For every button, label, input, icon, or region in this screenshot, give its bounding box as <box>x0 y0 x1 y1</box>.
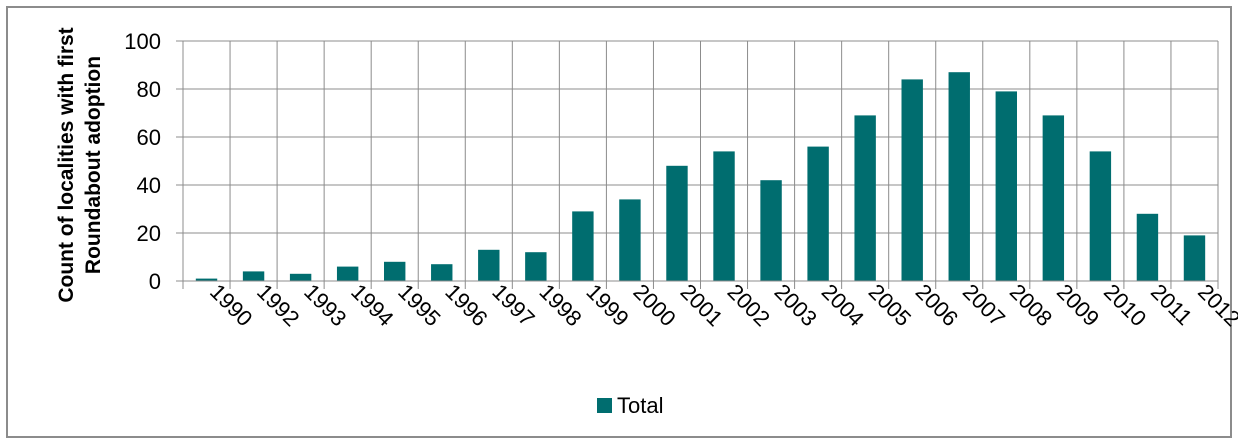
legend-label-total: Total <box>617 393 663 418</box>
bar-2000 <box>619 199 641 281</box>
axes <box>176 40 1218 282</box>
x-tick-label: 2012 <box>1193 279 1238 331</box>
bar-2010 <box>1089 151 1112 281</box>
x-tick-label: 1996 <box>440 279 492 331</box>
x-tick-label: 1997 <box>487 279 539 331</box>
bar-2007 <box>948 72 970 281</box>
bar-1998 <box>525 252 547 281</box>
bar-2006 <box>901 79 923 282</box>
bar-1992 <box>242 271 265 281</box>
x-tick-label: 2009 <box>1052 279 1104 331</box>
y-tick-label: 40 <box>137 173 161 198</box>
bar-1993 <box>289 273 312 281</box>
legend-swatch-total <box>597 398 612 413</box>
y-tick-label: 80 <box>137 77 161 102</box>
bars <box>195 72 1206 282</box>
y-tick-label: 60 <box>137 125 161 150</box>
x-tick-label: 2002 <box>723 279 775 331</box>
y-axis-label-line-1: Count of localities with first <box>55 27 78 302</box>
x-tick-label: 1998 <box>534 279 586 331</box>
bar-2001 <box>666 165 688 281</box>
bar-2012 <box>1183 235 1206 281</box>
y-tick-label: 0 <box>149 269 161 294</box>
x-tick-label: 2007 <box>958 279 1010 331</box>
bar-2011 <box>1136 213 1159 281</box>
bar-1995 <box>384 261 406 281</box>
x-tick-label: 2011 <box>1146 279 1197 330</box>
bar-1996 <box>431 264 453 281</box>
x-tick-label: 1992 <box>252 279 304 331</box>
legend: Total <box>597 393 663 418</box>
chart-frame <box>6 6 1232 438</box>
bar-2002 <box>713 151 735 281</box>
y-tick-label: 100 <box>124 29 161 54</box>
y-axis-label-line-2: Roundabout adoption <box>82 56 105 274</box>
bar-1999 <box>572 211 594 281</box>
x-tick-labels: 1990199219931994199519961997199819992000… <box>205 279 1238 331</box>
bar-2005 <box>854 115 876 282</box>
x-tick-label: 2003 <box>770 279 822 331</box>
x-tick-label: 1993 <box>299 279 351 331</box>
bar-2004 <box>807 146 829 281</box>
bar-2003 <box>760 180 782 281</box>
x-tick-label: 2005 <box>864 279 916 331</box>
x-tick-label: 2000 <box>628 279 680 331</box>
x-tick-label: 2006 <box>911 279 963 331</box>
y-tick-label: 20 <box>137 221 161 246</box>
x-tick-label: 1995 <box>393 279 445 331</box>
bar-2008 <box>995 91 1017 282</box>
bar-1997 <box>478 249 500 281</box>
bar-1990 <box>195 278 218 281</box>
x-tick-label: 1999 <box>581 279 633 331</box>
y-tick-labels: 0 20 40 60 80 100 <box>124 29 161 294</box>
x-tick-label: 2010 <box>1099 279 1151 331</box>
bar-1994 <box>336 266 359 281</box>
x-tick-label: 1994 <box>346 279 398 331</box>
bar-2009 <box>1042 115 1065 282</box>
x-tick-label: 1990 <box>205 279 257 331</box>
x-tick-label: 2001 <box>676 279 728 331</box>
x-tick-label: 2008 <box>1005 279 1057 331</box>
x-tick-label: 2004 <box>817 279 869 331</box>
